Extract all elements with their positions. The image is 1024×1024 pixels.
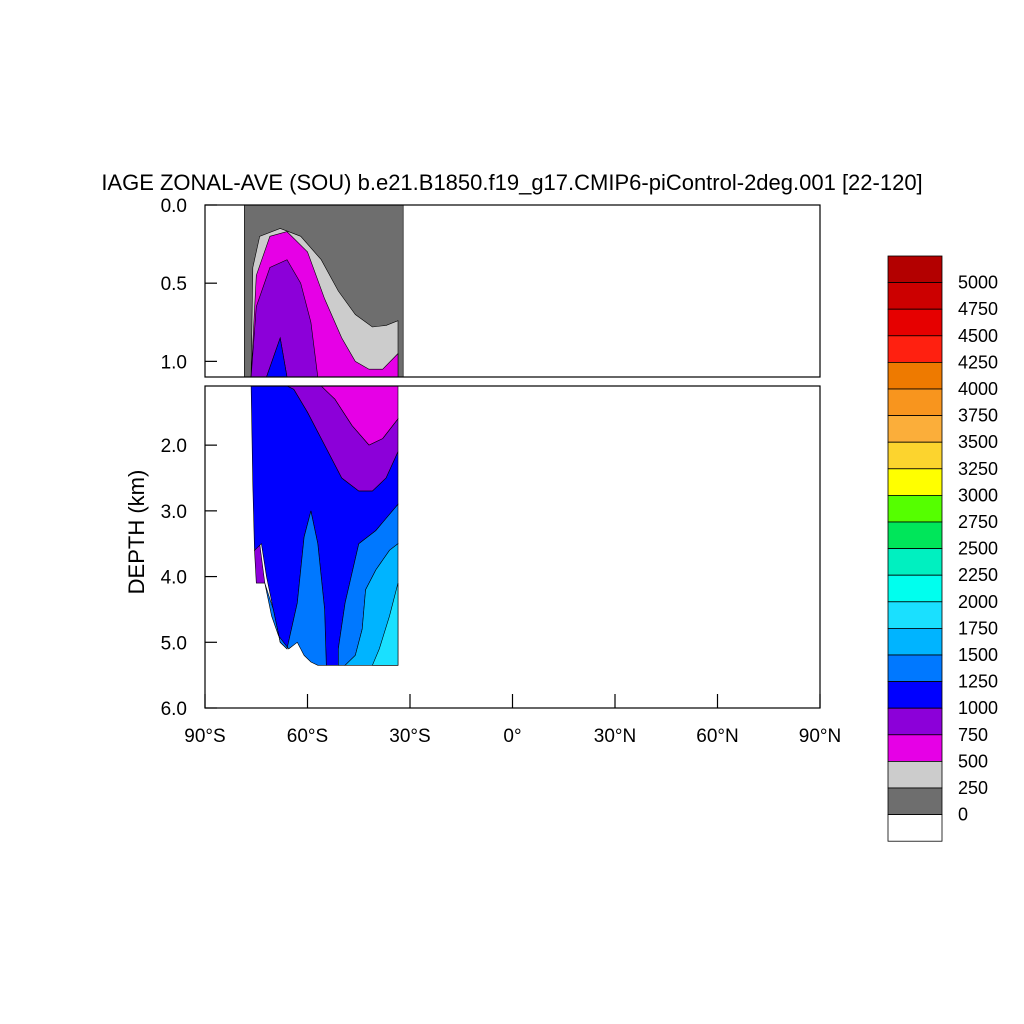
colorbar-label-3: 4250 [958,352,998,372]
colorbar-label-16: 1000 [958,698,998,718]
colorbar-label-13: 1750 [958,618,998,638]
colorbar-label-19: 250 [958,778,988,798]
colorbar-swatch-6 [887,415,943,443]
lower-panel [204,385,821,709]
colorbar-swatch-14 [887,628,943,656]
y-tick-label-lower-0: 2.0 [161,436,187,457]
y-axis: 0.0 0.5 1.0 2.0 3.0 4.0 5.0 6.0 [161,196,217,720]
x-tick-label-1: 60°S [287,726,328,747]
colorbar-swatch-13 [887,601,943,629]
colorbar-swatch-12 [887,574,943,603]
colorbar-label-15: 1250 [958,672,998,692]
y-tick-label-lower-1: 3.0 [161,502,187,523]
chart-title: IAGE ZONAL-AVE (SOU) b.e21.B1850.f19_g17… [101,170,922,195]
colorbar-label-8: 3000 [958,485,998,505]
colorbar-swatch-21 [887,814,943,842]
y-tick-label-lower-3: 5.0 [161,633,187,654]
colorbar-swatch-9 [887,494,943,523]
colorbar-label-10: 2500 [958,539,998,559]
x-tick-label-5: 60°N [696,726,738,747]
colorbar-label-0: 5000 [958,273,998,293]
colorbar-label-20: 0 [958,805,968,825]
x-tick-label-4: 30°N [594,726,636,747]
colorbar-swatch-1 [887,282,943,310]
colorbar-label-5: 3750 [958,406,998,426]
contour-750-1000-upper [250,259,398,377]
colorbar-label-11: 2250 [958,565,998,585]
colorbar: 5000475045004250400037503500325030002750… [887,255,998,842]
y-tick-label-upper-1: 0.5 [161,274,187,295]
colorbar-label-17: 750 [958,725,988,745]
colorbar-swatch-7 [887,441,943,470]
colorbar-swatch-11 [887,548,943,576]
colorbar-swatch-2 [887,308,943,337]
y-tick-label-upper-0: 0.0 [161,196,187,217]
colorbar-swatch-3 [887,335,943,363]
colorbar-swatch-17 [887,707,943,736]
colorbar-swatch-10 [887,521,943,550]
colorbar-label-2: 4500 [958,326,998,346]
colorbar-swatch-16 [887,681,943,709]
upper-panel [204,204,821,378]
colorbar-swatch-19 [887,761,943,789]
colorbar-swatch-18 [887,734,943,762]
x-tick-label-2: 30°S [389,726,430,747]
y-axis-label: DEPTH (km) [124,470,149,595]
upper-frame [204,204,821,378]
contour-1000-1250-upper [251,336,398,377]
colorbar-label-1: 4750 [958,299,998,319]
colorbar-label-14: 1500 [958,645,998,665]
colorbar-swatch-0 [887,255,943,284]
colorbar-label-6: 3500 [958,432,998,452]
colorbar-swatch-4 [887,361,943,390]
colorbar-swatch-8 [887,468,943,496]
colorbar-swatch-15 [887,654,943,683]
colorbar-label-7: 3250 [958,459,998,479]
x-tick-label-0: 90°S [184,726,225,747]
colorbar-label-9: 2750 [958,512,998,532]
x-tick-label-3: 0° [503,726,521,747]
colorbar-swatch-5 [887,388,943,417]
y-tick-label-upper-2: 1.0 [161,352,187,373]
contour-1250-1500-west-lower [264,510,327,666]
colorbar-label-4: 4000 [958,379,998,399]
colorbar-swatch-20 [887,787,943,816]
y-tick-label-lower-4: 6.0 [161,699,187,720]
x-axis: 90°S 60°S 30°S 0° 30°N 60°N 90°N [184,694,841,747]
contour-1750-2000-lower [371,583,399,666]
y-tick-label-lower-2: 4.0 [161,568,187,589]
x-tick-label-6: 90°N [799,726,841,747]
colorbar-label-12: 2000 [958,592,998,612]
colorbar-label-18: 500 [958,751,988,771]
